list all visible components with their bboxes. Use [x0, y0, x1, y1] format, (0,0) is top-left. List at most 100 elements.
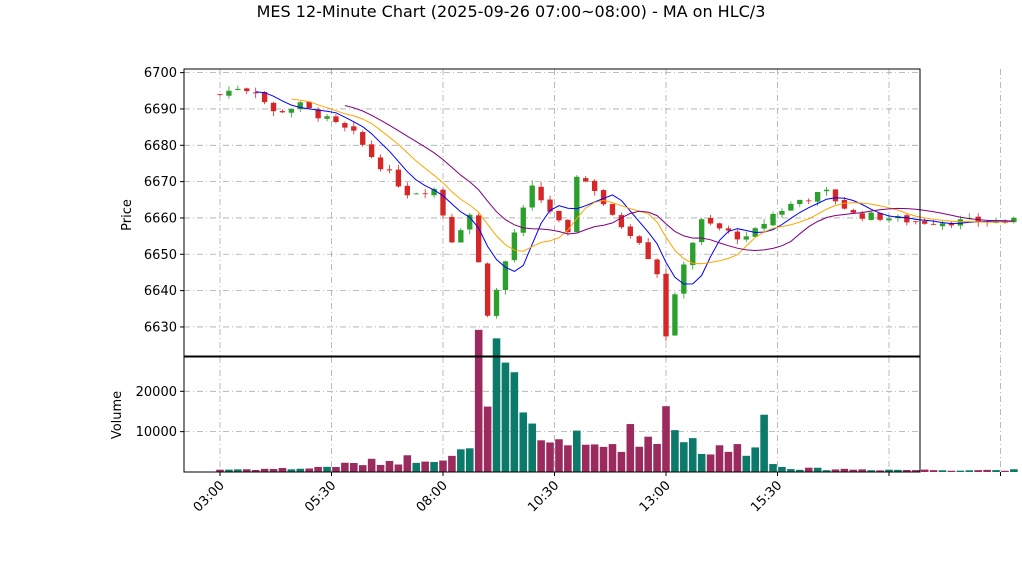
- candle-body: [681, 264, 687, 294]
- volume-bar: [608, 444, 617, 472]
- volume-bar: [617, 451, 626, 472]
- volume-bar: [225, 469, 233, 472]
- candle-body: [315, 109, 321, 119]
- volume-bar: [769, 464, 777, 472]
- candle-body: [458, 230, 464, 243]
- x-tick-label: 08:00: [414, 478, 451, 515]
- volume-bar: [840, 468, 849, 472]
- volume-bar: [278, 468, 287, 472]
- candle-body: [395, 169, 402, 187]
- candle-body: [823, 189, 830, 192]
- candle-body: [431, 188, 437, 196]
- volume-bar: [385, 460, 394, 472]
- volume-bar: [430, 462, 438, 472]
- x-tick-label: 15:30: [748, 478, 785, 515]
- volume-bar: [314, 466, 322, 472]
- candle-body: [244, 88, 250, 92]
- candle-body: [547, 199, 553, 212]
- volume-bar: [724, 451, 733, 472]
- volume-bar: [911, 470, 920, 472]
- volume-bar: [296, 468, 305, 472]
- candle-body: [850, 210, 856, 213]
- volume-bar: [822, 470, 831, 472]
- volume-bar: [867, 470, 875, 472]
- candle-body: [351, 126, 357, 131]
- volume-bar: [581, 444, 590, 472]
- volume-bar: [350, 463, 358, 472]
- volume-bar: [457, 449, 465, 472]
- candle-body: [609, 204, 616, 215]
- volume-bar: [483, 406, 492, 472]
- volume-tick-label: 20000: [136, 385, 177, 400]
- volume-bar: [448, 455, 456, 472]
- candle-body: [886, 218, 892, 221]
- candle-body: [422, 193, 428, 195]
- volume-bar: [885, 469, 893, 472]
- candle-body: [377, 157, 384, 170]
- volume-bar: [831, 469, 840, 472]
- volume-bar: [715, 445, 724, 472]
- volume-bar: [492, 338, 501, 472]
- volume-bar: [474, 329, 483, 472]
- price-tick-label: 6670: [144, 175, 177, 190]
- candle-body: [288, 108, 295, 113]
- volume-bar: [287, 469, 296, 472]
- price-tick-label: 6680: [144, 139, 177, 154]
- volume-bar: [626, 424, 635, 472]
- candle-body: [600, 190, 607, 205]
- volume-bar: [1010, 469, 1018, 472]
- candle-body: [877, 213, 883, 220]
- candle-body: [913, 221, 919, 223]
- candle-body: [511, 232, 518, 261]
- volume-bar: [671, 430, 679, 472]
- price-axis-label: Price: [120, 199, 135, 231]
- candle-body: [716, 223, 723, 229]
- candle-body: [404, 185, 410, 196]
- volume-bar: [760, 414, 768, 472]
- volume-bar: [688, 438, 697, 472]
- volume-bar: [269, 468, 278, 472]
- volume-bar: [974, 470, 982, 472]
- x-tick-label: 03:00: [191, 478, 228, 515]
- volume-bar: [537, 440, 545, 472]
- ma-slow-line: [344, 105, 1014, 252]
- candle-body: [297, 102, 303, 110]
- volume-bar: [573, 430, 581, 472]
- candle-body: [618, 215, 625, 228]
- candle-body: [565, 219, 571, 233]
- volume-bar: [858, 469, 867, 472]
- candle-body: [493, 289, 500, 316]
- candle-body: [770, 213, 776, 226]
- price-tick-label: 6690: [144, 102, 177, 117]
- volume-bar: [706, 454, 715, 472]
- volume-bar: [519, 412, 528, 472]
- candle-body: [1011, 217, 1017, 223]
- candle-body: [413, 193, 419, 195]
- volume-bar: [546, 442, 554, 472]
- candle-body: [502, 261, 509, 291]
- volume-panel-frame: [183, 356, 921, 473]
- candle-body: [574, 176, 580, 233]
- candle-body: [814, 191, 821, 202]
- price-tick-label: 6700: [144, 66, 177, 81]
- candle-body: [386, 169, 393, 171]
- candle-body: [476, 215, 482, 263]
- candle-body: [368, 144, 375, 158]
- candle-body: [333, 116, 339, 122]
- candle-body: [734, 231, 741, 240]
- candle-body: [699, 219, 705, 243]
- candle-body: [324, 116, 330, 119]
- volume-bar: [394, 464, 403, 472]
- volume-bar: [421, 461, 429, 472]
- volume-bar: [751, 447, 759, 472]
- candle-body: [440, 189, 446, 216]
- candle-body: [779, 210, 785, 215]
- candle-body: [654, 259, 660, 275]
- volume-bar: [813, 467, 822, 472]
- volume-axis-label: Volume: [110, 391, 125, 439]
- candle-body: [217, 94, 223, 96]
- candles: [217, 85, 1017, 342]
- volume-bar: [412, 462, 421, 472]
- candle-body: [707, 217, 714, 224]
- volume-bar: [983, 469, 991, 472]
